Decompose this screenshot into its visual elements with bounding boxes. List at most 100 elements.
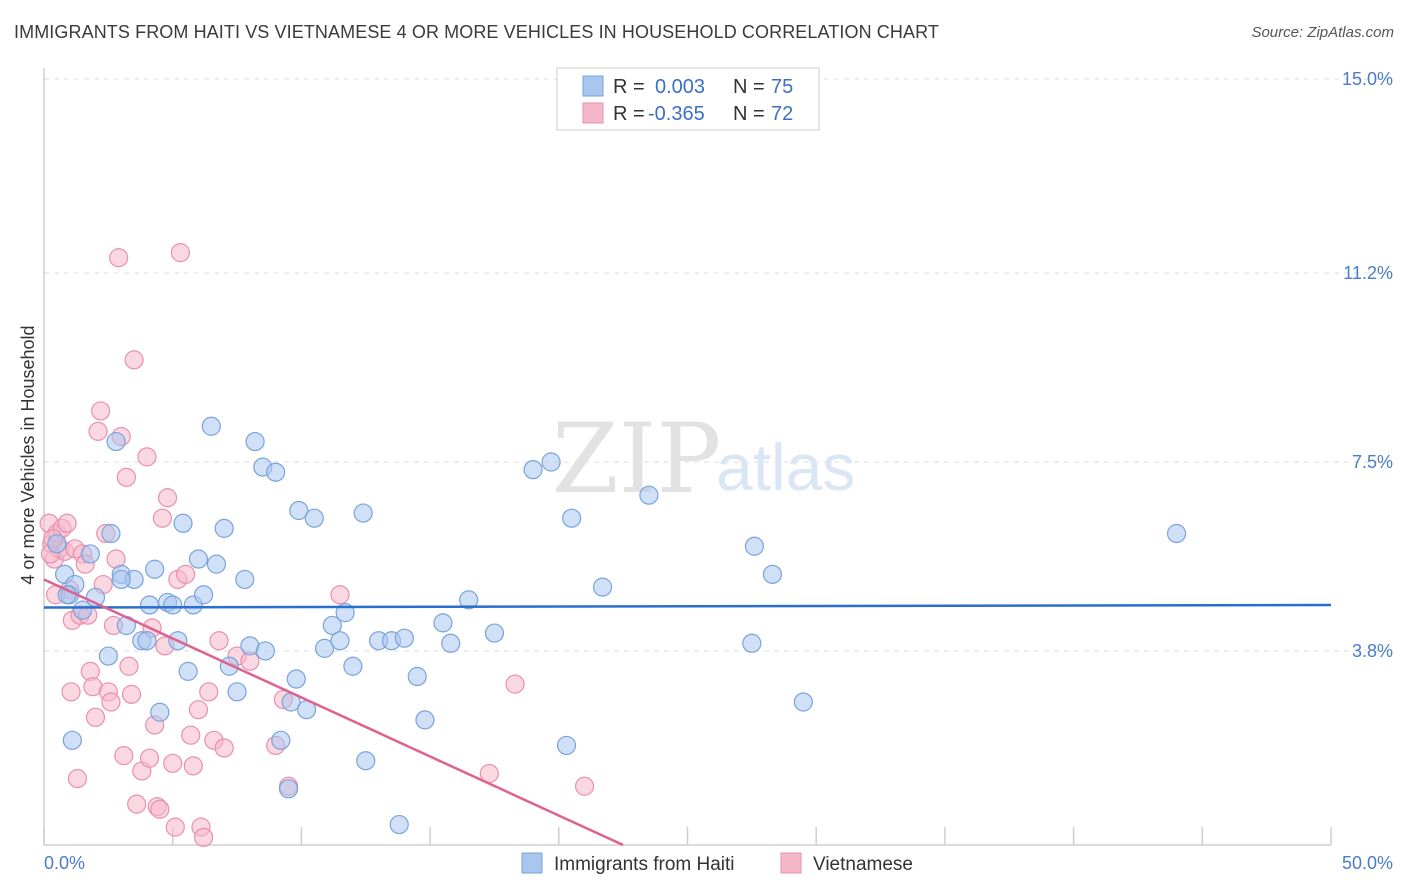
y-axis-title: 4 or more Vehicles in Household xyxy=(18,325,38,584)
axis-layer xyxy=(43,68,1332,846)
vietnamese-point xyxy=(199,682,219,702)
haiti-trend-line xyxy=(43,603,1332,609)
vietnamese-point xyxy=(175,564,196,584)
haiti-point xyxy=(188,549,209,569)
x-tick-label-min: 0.0% xyxy=(44,853,85,873)
series-legend: Immigrants from Haiti Vietnamese xyxy=(521,852,913,875)
haiti-point xyxy=(394,628,414,648)
trend-layer xyxy=(43,578,1332,847)
legend-n-value-haiti: 75 xyxy=(771,76,793,98)
vietnamese-point xyxy=(188,700,209,720)
vietnamese-point xyxy=(109,248,129,268)
y-tick-label: 3.8% xyxy=(1352,641,1393,661)
haiti-point xyxy=(245,431,265,452)
haiti-point xyxy=(459,590,479,610)
vietnamese-point xyxy=(67,769,88,789)
correlation-legend: R = 0.003 N = 75 R = -0.365 N = 72 xyxy=(556,67,820,131)
haiti-point xyxy=(744,536,765,556)
watermark-atlas: atlas xyxy=(716,430,855,504)
haiti-point xyxy=(266,462,286,482)
haiti-point xyxy=(106,431,126,452)
haiti-point xyxy=(592,577,613,597)
series-legend-label-vietnamese: Vietnamese xyxy=(813,854,913,875)
vietnamese-point xyxy=(137,447,157,467)
haiti-point xyxy=(193,585,214,605)
haiti-point xyxy=(523,460,543,480)
haiti-point xyxy=(433,613,453,633)
haiti-point xyxy=(173,513,193,533)
series-legend-swatch-haiti xyxy=(521,852,543,874)
haiti-point xyxy=(1166,523,1187,544)
legend-swatch-vietnamese xyxy=(582,102,604,124)
series-legend-label-haiti: Immigrants from Haiti xyxy=(554,854,735,875)
vietnamese-point xyxy=(119,656,139,676)
haiti-point xyxy=(353,503,373,523)
haiti-point xyxy=(314,638,335,658)
haiti-point xyxy=(111,569,131,590)
legend-r-value-vietnamese: -0.365 xyxy=(648,103,705,125)
vietnamese-point xyxy=(85,707,106,727)
chart-title: IMMIGRANTS FROM HAITI VS VIETNAMESE 4 OR… xyxy=(14,22,939,42)
haiti-point xyxy=(356,751,376,771)
watermark: ZIP atlas xyxy=(552,403,855,515)
watermark-zip: ZIP xyxy=(552,403,721,515)
haiti-point xyxy=(343,656,363,676)
vietnamese-point xyxy=(181,725,201,745)
haiti-point xyxy=(289,500,309,521)
haiti-point xyxy=(255,641,275,661)
legend-n-label-haiti: N = xyxy=(733,76,765,98)
haiti-point xyxy=(793,692,813,712)
haiti-point xyxy=(278,779,299,799)
haiti-point xyxy=(47,534,67,554)
vietnamese-point xyxy=(152,508,173,528)
vietnamese-point xyxy=(183,756,203,776)
grid-layer xyxy=(44,78,1394,652)
vietnamese-point xyxy=(193,827,214,847)
haiti-point xyxy=(73,600,93,620)
haiti-point xyxy=(407,666,427,687)
haiti-point xyxy=(101,523,121,544)
legend-r-label-vietnamese: R = xyxy=(613,103,645,125)
haiti-point xyxy=(227,682,247,702)
haiti-point xyxy=(304,508,324,528)
haiti-point xyxy=(415,710,435,730)
vietnamese-point xyxy=(127,794,147,814)
haiti-point xyxy=(639,485,659,505)
vietnamese-points xyxy=(39,243,595,847)
vietnamese-point xyxy=(121,684,142,704)
haiti-point xyxy=(80,544,100,564)
vietnamese-point xyxy=(157,488,178,508)
y-tick-labels: 3.8% 7.5% 11.2% 15.0% xyxy=(1342,69,1393,661)
haiti-point xyxy=(322,615,342,636)
haiti-point xyxy=(62,730,82,750)
vietnamese-point xyxy=(330,585,350,605)
vietnamese-point xyxy=(116,467,136,487)
legend-swatch-haiti xyxy=(582,75,604,97)
haiti-point xyxy=(139,595,160,615)
vietnamese-point xyxy=(170,243,191,263)
haiti-point xyxy=(178,661,198,681)
haiti-point xyxy=(137,631,157,651)
haiti-point xyxy=(271,730,291,750)
haiti-point xyxy=(150,702,170,722)
y-tick-label: 11.2% xyxy=(1343,263,1393,283)
legend-n-label-vietnamese: N = xyxy=(733,103,765,125)
haiti-point xyxy=(286,669,306,689)
x-tick-label-max: 50.0% xyxy=(1342,853,1393,873)
haiti-point xyxy=(541,452,561,472)
vietnamese-point xyxy=(91,401,111,421)
vietnamese-trend-line xyxy=(43,578,624,847)
y-tick-label: 7.5% xyxy=(1352,452,1393,472)
haiti-point xyxy=(742,633,762,653)
vietnamese-point xyxy=(163,753,183,773)
vietnamese-point xyxy=(124,350,144,370)
legend-r-label-haiti: R = xyxy=(613,76,645,98)
legend-r-value-haiti: 0.003 xyxy=(655,76,705,98)
vietnamese-point xyxy=(101,692,121,712)
vietnamese-point xyxy=(150,799,170,819)
vietnamese-point xyxy=(88,421,108,441)
vietnamese-point xyxy=(61,682,81,702)
haiti-point xyxy=(562,508,582,528)
haiti-point xyxy=(98,646,118,666)
